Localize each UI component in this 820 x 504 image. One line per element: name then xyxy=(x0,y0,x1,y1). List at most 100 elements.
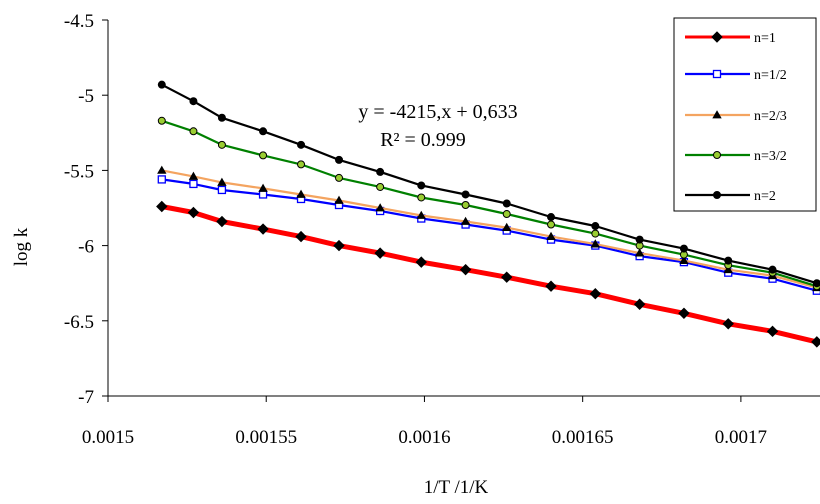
data-point xyxy=(589,288,602,300)
x-tick-label: 0.0017 xyxy=(715,427,767,448)
data-point xyxy=(724,256,733,265)
data-point xyxy=(768,265,777,274)
data-point xyxy=(216,215,228,228)
data-point xyxy=(295,230,307,243)
data-point xyxy=(722,318,734,330)
data-point xyxy=(417,181,426,190)
data-point xyxy=(590,239,601,248)
data-point xyxy=(545,280,557,292)
x-tick-label: 0.0015 xyxy=(82,427,134,448)
legend-item-1: n=1 xyxy=(685,31,776,46)
data-point xyxy=(335,173,344,182)
r-squared-label: R² = 0.999 xyxy=(380,129,466,151)
data-point xyxy=(334,195,344,204)
data-point xyxy=(217,113,226,122)
data-point xyxy=(679,244,688,253)
data-point xyxy=(546,231,556,240)
data-point xyxy=(217,140,226,149)
data-point xyxy=(333,239,345,252)
data-point xyxy=(258,183,268,192)
data-point xyxy=(296,189,306,198)
data-point xyxy=(460,216,471,225)
data-point xyxy=(547,220,556,229)
data-point xyxy=(547,213,556,222)
y-tick-label: -7 xyxy=(78,387,94,408)
data-point xyxy=(335,155,344,164)
data-point xyxy=(217,177,227,186)
data-point xyxy=(375,203,385,212)
y-tick-label: -4.5 xyxy=(64,11,94,32)
data-point xyxy=(591,222,600,231)
x-axis-title: 1/T /1/K xyxy=(424,477,489,498)
data-point xyxy=(187,206,200,219)
legend-label: n=2/3 xyxy=(754,109,787,124)
legend-swatch-marker xyxy=(711,31,723,43)
data-point xyxy=(259,151,268,160)
data-point xyxy=(723,264,733,274)
y-tick-label: -5.5 xyxy=(64,161,94,182)
x-tick-label: 0.00165 xyxy=(552,427,614,448)
legend-swatch-marker xyxy=(712,69,722,79)
y-tick-label: -6 xyxy=(78,237,94,258)
data-point xyxy=(679,255,689,265)
data-point xyxy=(461,200,470,209)
data-point xyxy=(258,190,268,199)
legend-label: n=3/2 xyxy=(754,149,787,164)
x-tick-label: 0.00155 xyxy=(235,427,297,448)
x-tick-labels: 0.0015 0.00155 0.0016 0.00165 0.0017 xyxy=(82,427,767,448)
data-point xyxy=(634,248,645,257)
data-point xyxy=(461,190,470,199)
data-point xyxy=(259,127,268,136)
data-point xyxy=(811,336,820,348)
data-point xyxy=(766,325,779,338)
data-point xyxy=(374,247,386,259)
data-point xyxy=(678,307,690,319)
data-point xyxy=(157,80,166,89)
data-point xyxy=(157,116,166,125)
y-tick-labels: -4.5 -5 -5.5 -6 -6.5 -7 xyxy=(64,11,94,408)
data-point xyxy=(297,140,306,149)
trendline-equation: y = -4215,x + 0,633 xyxy=(358,101,517,123)
data-point xyxy=(257,223,269,235)
series-5 xyxy=(157,80,820,288)
data-point xyxy=(502,199,511,208)
legend-swatch-marker xyxy=(712,110,722,119)
data-point xyxy=(376,167,385,176)
legend-item-4: n=3/2 xyxy=(685,149,787,164)
axes xyxy=(102,19,820,402)
data-point xyxy=(156,200,168,213)
data-point xyxy=(189,179,198,189)
legend-label: n=1 xyxy=(754,31,776,46)
data-point xyxy=(417,193,426,202)
series-1 xyxy=(156,200,820,348)
series-layer xyxy=(156,80,820,348)
data-point xyxy=(591,229,600,238)
data-point xyxy=(459,263,472,276)
series-4 xyxy=(157,116,820,291)
x-tick-label: 0.0016 xyxy=(398,427,450,448)
data-point xyxy=(416,210,426,219)
legend-label: n=2 xyxy=(754,189,776,204)
y-axis-title: log k xyxy=(11,227,32,266)
data-point xyxy=(376,182,385,191)
data-point xyxy=(501,271,513,283)
data-point xyxy=(502,222,512,231)
data-point xyxy=(189,127,198,136)
legend-swatch-marker xyxy=(713,191,721,199)
y-tick-label: -5 xyxy=(78,86,94,107)
data-point xyxy=(297,160,306,169)
data-point xyxy=(157,175,166,184)
legend: n=1 n=1/2 n=2/3 n=3/2 n=2 xyxy=(673,17,817,212)
data-point xyxy=(502,210,511,219)
data-point xyxy=(188,171,199,180)
legend-item-3: n=2/3 xyxy=(685,109,787,124)
y-tick-label: -6.5 xyxy=(64,312,94,333)
legend-swatch-marker xyxy=(713,151,721,159)
data-point xyxy=(415,256,427,268)
data-point xyxy=(217,185,227,195)
data-point xyxy=(189,97,198,106)
data-point xyxy=(635,235,644,244)
legend-label: n=1/2 xyxy=(754,68,787,83)
legend-item-5: n=2 xyxy=(685,189,776,204)
